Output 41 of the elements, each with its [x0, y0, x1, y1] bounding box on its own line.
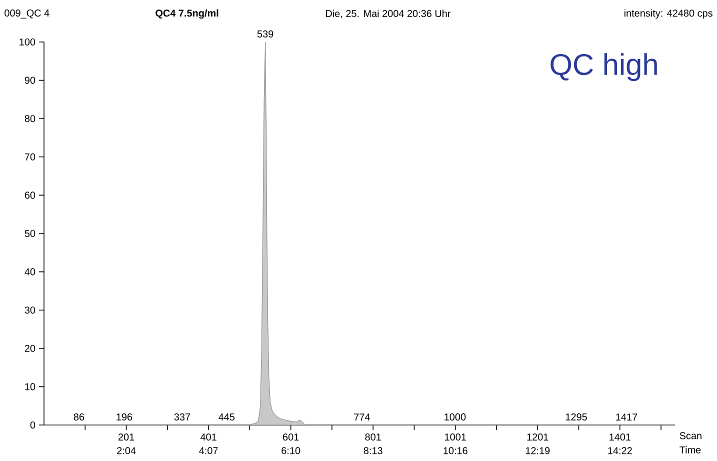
x-axis-title: Scan [680, 432, 702, 440]
annotation: 337 [174, 413, 190, 420]
annotation: 86 [74, 413, 84, 420]
y-tick-label: 20 [24, 344, 36, 352]
text: intensity: 42480 cps [624, 9, 712, 19]
x-tick-label: 401 [200, 434, 216, 441]
text: QC4 7.5ng/ml [156, 9, 218, 19]
text: Die, 25. Mai 2004 20:36 Uhr [326, 10, 451, 18]
x-tick-label: 1001 [445, 434, 466, 441]
y-tick-label: 50 [24, 230, 36, 238]
x2-tick-label: 2:04 [117, 447, 136, 454]
x2-tick-label: 12:19 [526, 447, 550, 454]
y-tick-label: 80 [24, 115, 36, 122]
y-tick-label: 30 [24, 306, 36, 314]
y-tick-label: 70 [24, 153, 36, 160]
x2-tick-label: 10:16 [444, 447, 468, 454]
x-tick-label: 1201 [527, 434, 548, 441]
x2-tick-label: 4:07 [199, 447, 218, 454]
y-tick-label: 100 [20, 38, 36, 46]
x2-tick-label: 8:13 [364, 447, 382, 454]
annotation: 1295 [566, 413, 587, 420]
chart-title: QC high [550, 53, 657, 82]
annotation: 774 [354, 414, 370, 420]
y-tick-label: 0 [30, 421, 36, 429]
annotation: 1000 [444, 413, 466, 420]
x-tick-label: 201 [118, 434, 134, 441]
annotation: 196 [116, 413, 132, 420]
y-tick-label: 10 [25, 383, 36, 390]
annotation: 445 [218, 414, 235, 420]
x2-tick-label: 14:22 [608, 447, 632, 454]
text: 009_QC 4 [4, 10, 50, 18]
x-tick-label: 601 [282, 434, 299, 441]
annotation: 1417 [616, 414, 638, 420]
annotation: 539 [257, 30, 274, 38]
x-tick-label: 801 [365, 434, 381, 441]
x-tick-label: 1401 [610, 434, 630, 441]
x2-tick-label: 6:10 [282, 447, 300, 454]
y-tick-label: 40 [24, 268, 36, 276]
y-tick-label: 60 [24, 192, 36, 199]
y-tick-label: 90 [24, 76, 36, 84]
x2-axis-title: Time [680, 446, 701, 454]
